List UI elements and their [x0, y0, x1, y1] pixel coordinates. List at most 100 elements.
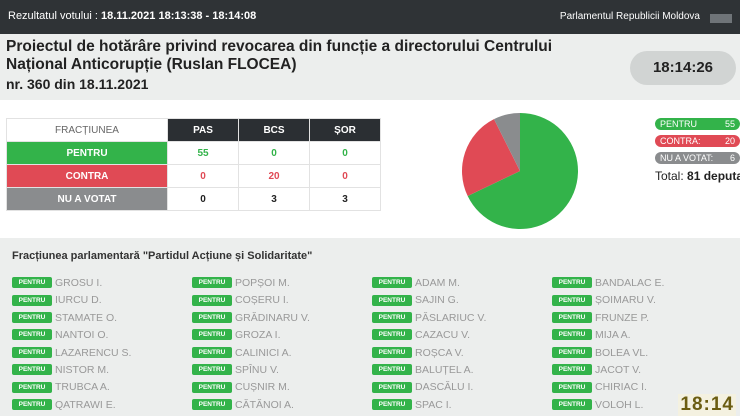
vote-badge-pentru: PENTRU [192, 364, 232, 376]
deputy-entry: PENTRU SPAC I. [372, 396, 452, 411]
legend-pentru: PENTRU 55 [655, 118, 740, 130]
row-label-contra: CONTRA [6, 164, 168, 188]
vote-pie-chart [462, 113, 578, 229]
cell-value: 20 [238, 164, 310, 188]
deputy-entry: PENTRU SPÎNU V. [192, 361, 279, 376]
deputy-entry: PENTRU SAJIN G. [372, 291, 459, 306]
deputy-name: FRUNZE P. [595, 311, 650, 324]
deputy-name: NANTOI O. [55, 328, 109, 341]
vote-badge-pentru: PENTRU [192, 329, 232, 341]
deputy-name: CAZACU V. [415, 328, 471, 341]
session-time: 18.11.2021 18:13:38 - 18:14:08 [100, 10, 257, 22]
vote-badge-pentru: PENTRU [12, 277, 52, 289]
deputy-entry: PENTRU CUȘNIR M. [192, 378, 290, 394]
column-header-sor: ȘOR [309, 118, 381, 142]
deputy-entry: PENTRU GROZA I. [192, 326, 281, 341]
deputy-name: LAZARENCU S. [55, 346, 132, 359]
session-label: Rezultatul votului : [8, 10, 98, 22]
page-title: Proiectul de hotărâre privind revocarea … [6, 38, 553, 73]
column-header-bcs: BCS [238, 118, 310, 142]
deputy-name: QATRAWI E. [55, 398, 116, 411]
deputy-entry: PENTRU BOLEA VL. [552, 344, 648, 358]
cell-value: 0 [238, 141, 310, 165]
vote-badge-pentru: PENTRU [12, 294, 52, 306]
total-label: Total: [655, 169, 684, 183]
deputy-name: TRUBCA A. [55, 381, 110, 394]
header: Proiectul de hotărâre privind revocarea … [0, 34, 740, 100]
vote-badge-pentru: PENTRU [12, 364, 52, 376]
deputy-name: GROZA I. [235, 328, 281, 341]
vote-badge-pentru: PENTRU [192, 399, 232, 411]
deputy-name: MIJA A. [595, 328, 631, 341]
deputy-name: ADAM M. [415, 276, 460, 289]
deputy-name: ȘOIMARU V. [595, 294, 656, 307]
vote-badge-pentru: PENTRU [12, 381, 52, 393]
legend-label: CONTRA: [660, 136, 701, 146]
cell-value: 55 [167, 141, 239, 165]
row-label-nu-a-votat: NU A VOTAT [6, 187, 168, 211]
deputy-name: PĂSLARIUC V. [415, 311, 487, 324]
deputy-entry: PENTRU NANTOI O. [12, 326, 109, 341]
vote-badge-pentru: PENTRU [372, 329, 412, 341]
deputy-entry: PENTRU IURCU D. [12, 291, 102, 307]
vote-badge-pentru: PENTRU [372, 312, 412, 324]
vote-badge-pentru: PENTRU [372, 399, 412, 411]
row-pentru: PENTRU 55 0 0 [6, 141, 381, 165]
legend-value: 55 [724, 119, 735, 129]
vote-badge-pentru: PENTRU [552, 312, 592, 324]
vote-badge-pentru: PENTRU [372, 381, 412, 393]
deputy-name: DASCĂLU I. [415, 381, 474, 394]
row-nu-a-votat: NU A VOTAT 0 3 3 [6, 187, 381, 211]
deputy-name: BOLEA VL. [595, 346, 649, 359]
cell-value: 0 [167, 187, 239, 211]
vote-badge-pentru: PENTRU [552, 364, 592, 376]
cell-value: 0 [309, 164, 381, 188]
deputy-entry: PENTRU LAZARENCU S. [12, 344, 131, 358]
vote-badge-pentru: PENTRU [192, 381, 232, 393]
vote-badge-pentru: PENTRU [372, 346, 412, 358]
pie-slice-contra [462, 119, 520, 197]
deputy-name: BANDALAC E. [595, 276, 665, 289]
deputy-entry: PENTRU NISTOR M. [12, 361, 110, 376]
deputy-entry: PENTRU BALUȚEL A. [372, 361, 474, 376]
column-header-faction: FRACȚIUNEA [6, 118, 168, 142]
flag-icon [710, 14, 732, 23]
deputy-name: CUȘNIR M. [235, 381, 290, 394]
deputy-name: IURCU D. [55, 294, 102, 307]
row-label-pentru: PENTRU [6, 141, 168, 165]
deputy-entry: PENTRU PĂSLARIUC V. [372, 309, 487, 324]
deputy-entry: PENTRU TRUBCA A. [12, 378, 110, 394]
legend-value: 6 [729, 153, 735, 163]
deputy-name: STAMATE O. [55, 311, 118, 324]
deputy-name: COȘERU I. [235, 294, 289, 307]
deputy-name: ROȘCA V. [415, 346, 464, 359]
vote-badge-pentru: PENTRU [372, 294, 412, 306]
vote-badge-pentru: PENTRU [192, 294, 232, 306]
vote-badge-pentru: PENTRU [552, 346, 592, 358]
deputy-entry: PENTRU ROȘCA V. [372, 344, 464, 358]
video-clock-overlay: 18:14 [678, 394, 736, 416]
cell-value: 0 [167, 164, 239, 188]
results-header-row: FRACȚIUNEA PAS BCS ȘOR [6, 118, 381, 142]
deputy-entry: PENTRU ȘOIMARU V. [552, 291, 656, 307]
deputy-name: CALINICI A. [235, 346, 292, 359]
deputy-name: JACOT V. [595, 363, 642, 376]
faction-section: Fracțiunea parlamentară "Partidul Acțiun… [0, 238, 740, 416]
legend-label: PENTRU [660, 119, 698, 129]
deputy-entry: PENTRU BANDALAC E. [552, 274, 665, 289]
deputy-entry: PENTRU CĂTĂNOI A. [192, 396, 294, 411]
deputy-entry: PENTRU ADAM M. [372, 274, 460, 289]
cell-value: 3 [309, 187, 381, 211]
vote-badge-pentru: PENTRU [552, 329, 592, 341]
vote-legend: PENTRU 55 CONTRA: 20 NU A VOTAT: 6 Total… [655, 118, 740, 183]
deputy-entry: PENTRU FRUNZE P. [552, 309, 650, 324]
deputy-name: NISTOR M. [55, 363, 110, 376]
deputy-entry: PENTRU MIJA A. [552, 326, 631, 341]
document-number: nr. 360 din 18.11.2021 [6, 76, 149, 92]
total-deputies: Total: 81 deputați [655, 169, 740, 183]
vote-badge-pentru: PENTRU [372, 364, 412, 376]
deputy-entry: PENTRU POPȘOI M. [192, 274, 290, 289]
vote-badge-pentru: PENTRU [552, 399, 592, 411]
vote-badge-pentru: PENTRU [12, 399, 52, 411]
results-panel: FRACȚIUNEA PAS BCS ȘOR PENTRU 55 0 0 CON… [0, 100, 740, 238]
